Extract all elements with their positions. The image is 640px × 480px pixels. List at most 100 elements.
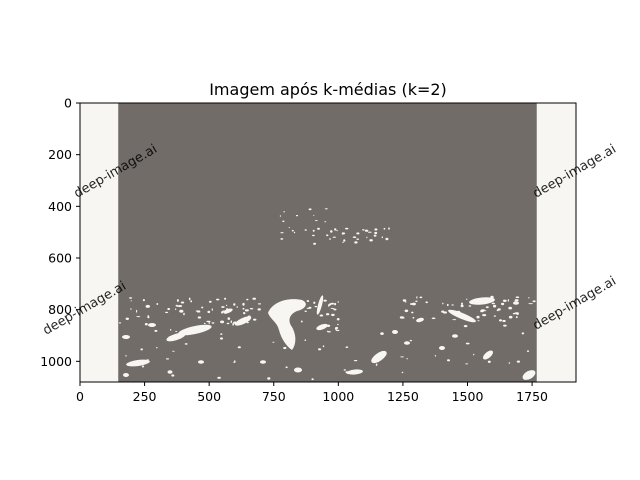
light-speckle [177, 306, 179, 307]
light-speckle [313, 214, 315, 216]
light-speckle [220, 320, 225, 324]
light-speckle [207, 310, 211, 314]
light-patch [148, 323, 156, 327]
light-speckle [217, 376, 221, 379]
light-speckle [466, 298, 468, 300]
light-speckle [220, 337, 223, 340]
light-speckle [402, 299, 407, 302]
light-speckle [419, 296, 423, 299]
light-speckle [227, 317, 231, 320]
light-speckle [508, 315, 513, 319]
light-speckle [324, 221, 327, 223]
light-speckle [257, 303, 262, 305]
light-speckle [203, 322, 206, 325]
light-speckle [491, 302, 495, 305]
light-speckle [502, 319, 506, 323]
light-speckle [388, 227, 390, 230]
y-tick-label: 200 [48, 147, 72, 162]
light-speckle [521, 332, 525, 335]
light-speckle [362, 229, 365, 231]
light-speckle [267, 377, 271, 380]
light-speckle [330, 307, 335, 309]
light-speckle [503, 324, 507, 327]
light-speckle [304, 339, 307, 342]
light-speckle [208, 300, 212, 303]
x-tick-label: 0 [76, 389, 84, 404]
light-speckle [283, 210, 285, 213]
light-speckle [434, 354, 436, 357]
light-speckle [332, 236, 336, 238]
light-speckle [515, 316, 518, 319]
light-speckle [208, 321, 210, 325]
light-speckle [312, 234, 315, 237]
light-speckle [460, 304, 464, 308]
light-speckle [463, 325, 468, 328]
light-speckle [170, 329, 172, 331]
light-speckle [337, 323, 339, 326]
light-speckle [431, 317, 436, 320]
light-speckle [221, 306, 225, 308]
y-tick-label: 600 [48, 251, 72, 266]
light-speckle [249, 308, 254, 310]
light-speckle [527, 350, 529, 353]
light-speckle [485, 306, 489, 309]
light-speckle [515, 296, 520, 299]
light-speckle [136, 309, 138, 313]
light-speckle [404, 309, 409, 313]
light-speckle [125, 354, 127, 357]
light-speckle [328, 238, 332, 240]
light-patch [483, 350, 493, 360]
light-speckle [409, 303, 414, 305]
light-speckle [465, 342, 470, 345]
light-speckle [336, 230, 338, 232]
light-cluster-speckles [118, 208, 536, 381]
light-patch [316, 295, 324, 315]
light-speckle [224, 311, 228, 314]
light-speckle [244, 309, 249, 312]
light-speckle [502, 299, 507, 302]
light-speckle [352, 236, 357, 238]
light-speckle [476, 299, 478, 301]
x-tick-label: 250 [133, 389, 157, 404]
light-speckle [257, 308, 261, 311]
light-speckle [480, 309, 484, 313]
light-speckle [318, 348, 322, 351]
light-speckle [374, 228, 378, 231]
light-speckle [490, 295, 494, 299]
light-speckle [272, 341, 275, 343]
light-patch [166, 332, 186, 342]
light-patch [469, 297, 495, 305]
light-speckle [237, 346, 241, 349]
light-speckle [411, 311, 414, 314]
light-speckle [242, 307, 245, 310]
light-speckle [291, 229, 294, 232]
light-speckle [331, 313, 335, 317]
light-patch [371, 350, 387, 364]
light-speckle [393, 330, 396, 332]
light-speckle [226, 308, 229, 311]
light-speckle [141, 365, 145, 368]
light-speckle [415, 300, 418, 302]
light-speckle [242, 302, 245, 306]
light-speckle [335, 329, 340, 332]
y-axis: 0 200 400 600 800 1000 [40, 96, 80, 369]
light-speckle [167, 308, 171, 310]
light-speckle [465, 363, 469, 365]
kmeans-image [80, 103, 576, 382]
light-speckle [233, 303, 236, 306]
light-speckle [211, 322, 215, 324]
light-patch [347, 369, 363, 375]
light-speckle [147, 315, 150, 318]
light-speckle [527, 297, 530, 299]
light-speckle [130, 308, 132, 310]
chart-title: Imagem após k-médias (k=2) [209, 80, 447, 99]
light-speckle [314, 305, 318, 308]
light-speckle [211, 308, 213, 311]
light-speckle [456, 310, 461, 314]
light-speckle [330, 230, 333, 233]
light-speckle [416, 296, 418, 299]
light-patch [522, 370, 536, 380]
light-speckle [317, 327, 321, 330]
light-speckle [326, 234, 329, 237]
